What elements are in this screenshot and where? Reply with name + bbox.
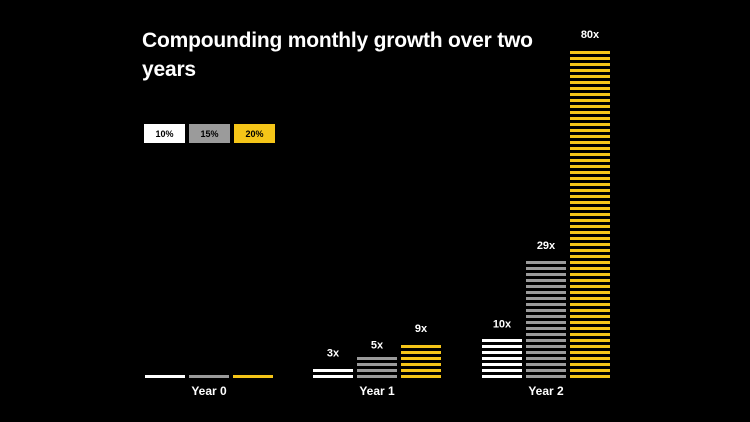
legend-item-20: 20% xyxy=(234,124,275,143)
bar-year-2-10pct xyxy=(482,339,522,378)
data-label: 10x xyxy=(493,319,512,331)
legend-item-15: 15% xyxy=(189,124,230,143)
data-label: 5x xyxy=(371,339,384,351)
chart-title: Compounding monthly growth over two year… xyxy=(142,29,533,81)
legend-item-10: 10% xyxy=(144,124,185,143)
legend: 10% 15% 20% xyxy=(144,124,275,143)
data-label: 80x xyxy=(581,29,600,41)
x-tick-label: Year 0 xyxy=(191,384,227,398)
bar-year-2-15pct xyxy=(526,261,566,378)
x-tick-label: Year 2 xyxy=(528,384,564,398)
x-tick-label: Year 1 xyxy=(359,384,395,398)
bar-year-1-10pct xyxy=(313,369,353,378)
data-label: 9x xyxy=(415,323,428,335)
bar-year-1-15pct xyxy=(357,357,397,378)
data-label: 3x xyxy=(327,348,340,360)
bar-year-2-20pct xyxy=(570,51,610,378)
bar-year-0-20pct xyxy=(233,375,273,378)
bar-year-0-10pct xyxy=(145,375,185,378)
bar-year-1-20pct xyxy=(401,345,441,378)
bar-year-0-15pct xyxy=(189,375,229,378)
data-label: 29x xyxy=(537,240,556,252)
